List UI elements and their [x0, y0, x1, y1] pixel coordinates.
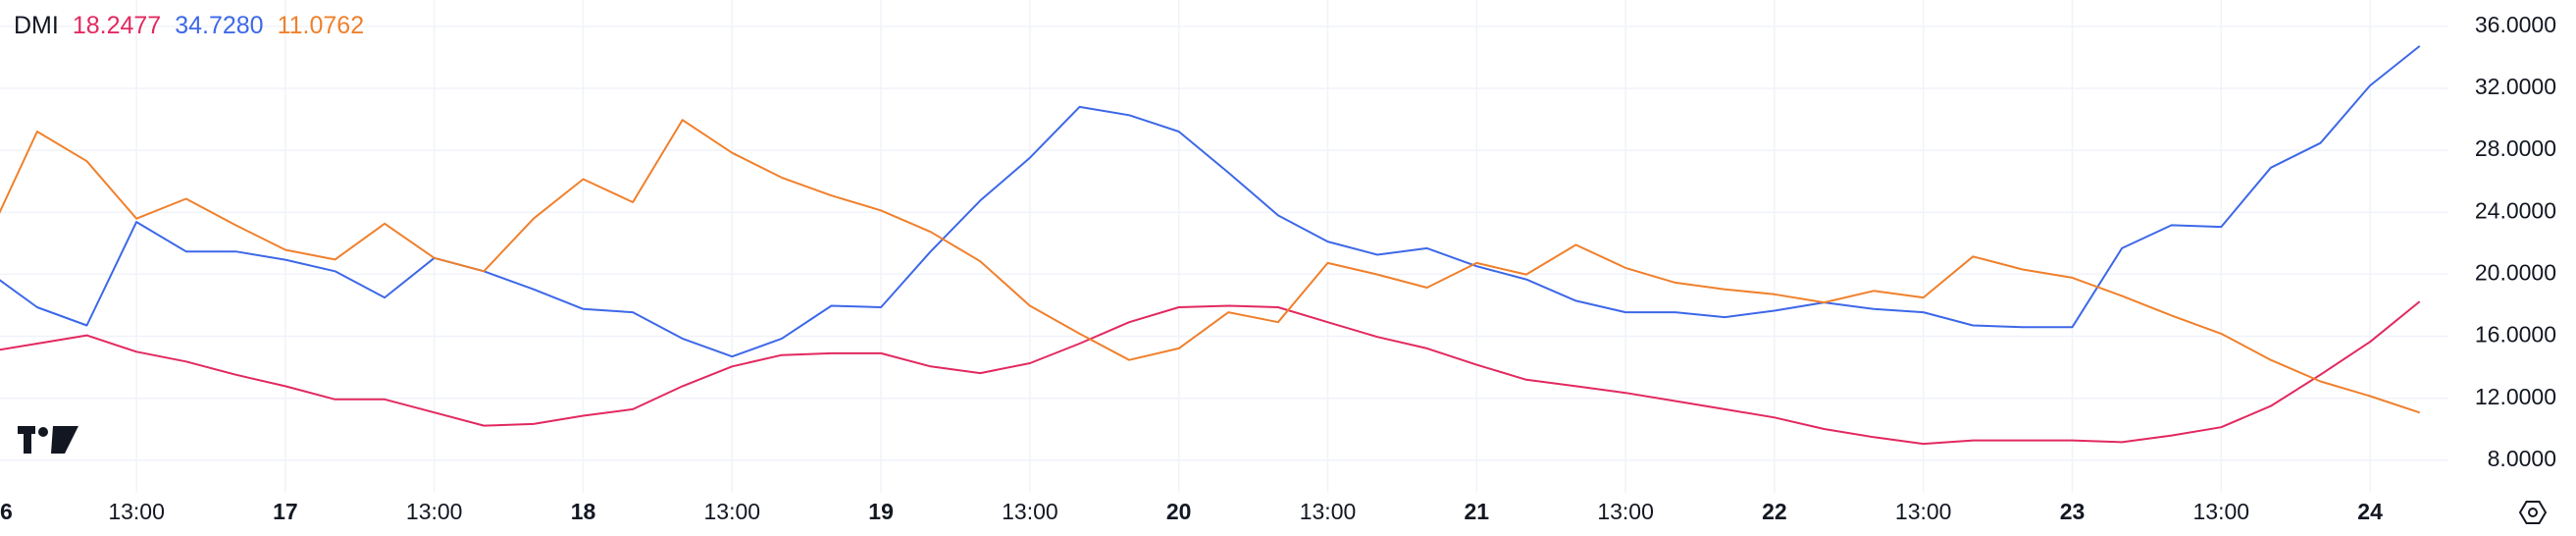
x-tick-label: 13:00 [406, 499, 463, 524]
x-tick-label: 13:00 [1300, 499, 1357, 524]
x-tick-label: 19 [868, 499, 894, 524]
x-tick-label: 24 [2357, 499, 2383, 524]
y-tick-label: 8.0000 [2488, 446, 2556, 471]
x-tick-label: 23 [2060, 499, 2086, 524]
labels: 8.0000 12.0000 16.0000 20.0000 24.0000 28.000… [0, 12, 2556, 524]
legend-value: 18.2477 [72, 12, 162, 39]
settings-dot[interactable] [2528, 508, 2538, 517]
series-line [0, 45, 2421, 358]
legend-value: 34.7280 [175, 12, 264, 39]
series-line [0, 119, 2421, 414]
x-tick-label: 22 [1762, 499, 1787, 524]
x-tick-label: 17 [273, 499, 298, 524]
indicator-title: DMI [14, 12, 59, 39]
y-tick-label: 16.0000 [2475, 322, 2556, 348]
x-tick-label: 13:00 [1895, 499, 1952, 524]
y-tick-label: 36.0000 [2475, 12, 2556, 37]
x-tick-label: 21 [1465, 499, 1490, 524]
y-tick-label: 28.0000 [2475, 135, 2556, 161]
y-tick-label: 12.0000 [2475, 384, 2556, 409]
x-tick-label: 6 [0, 499, 13, 524]
x-tick-label: 13:00 [1002, 499, 1058, 524]
y-tick-label: 20.0000 [2475, 259, 2556, 285]
x-tick-label: 13:00 [108, 499, 165, 524]
logo-part [38, 427, 48, 437]
lines [0, 45, 2421, 446]
series-line [0, 300, 2421, 446]
settings-icon[interactable] [2518, 501, 2548, 524]
grid [0, 0, 2448, 493]
y-tick-label: 24.0000 [2475, 197, 2556, 223]
y-tick-label: 32.0000 [2475, 74, 2556, 99]
legend-value: 11.0762 [277, 12, 365, 39]
legend: DMI 18.2477 34.7280 11.0762 [14, 12, 364, 40]
x-tick-label: 13:00 [2193, 499, 2250, 524]
logo [18, 426, 78, 454]
x-tick-label: 13:00 [1597, 499, 1654, 524]
logo-part [24, 426, 31, 454]
x-tick-label: 18 [571, 499, 596, 524]
x-tick-label: 13:00 [704, 499, 761, 524]
logo-part [51, 426, 78, 454]
settings-hex[interactable] [2518, 501, 2548, 524]
x-tick-label: 20 [1166, 499, 1192, 524]
